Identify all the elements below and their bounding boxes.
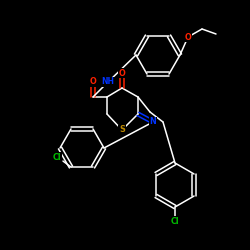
Text: O: O — [119, 68, 126, 78]
Text: N: N — [150, 118, 156, 126]
Text: S: S — [119, 126, 125, 134]
Text: Cl: Cl — [171, 216, 179, 226]
Text: O: O — [184, 32, 192, 42]
Text: Cl: Cl — [53, 152, 61, 162]
Text: NH: NH — [102, 78, 114, 86]
Text: O: O — [90, 78, 96, 86]
